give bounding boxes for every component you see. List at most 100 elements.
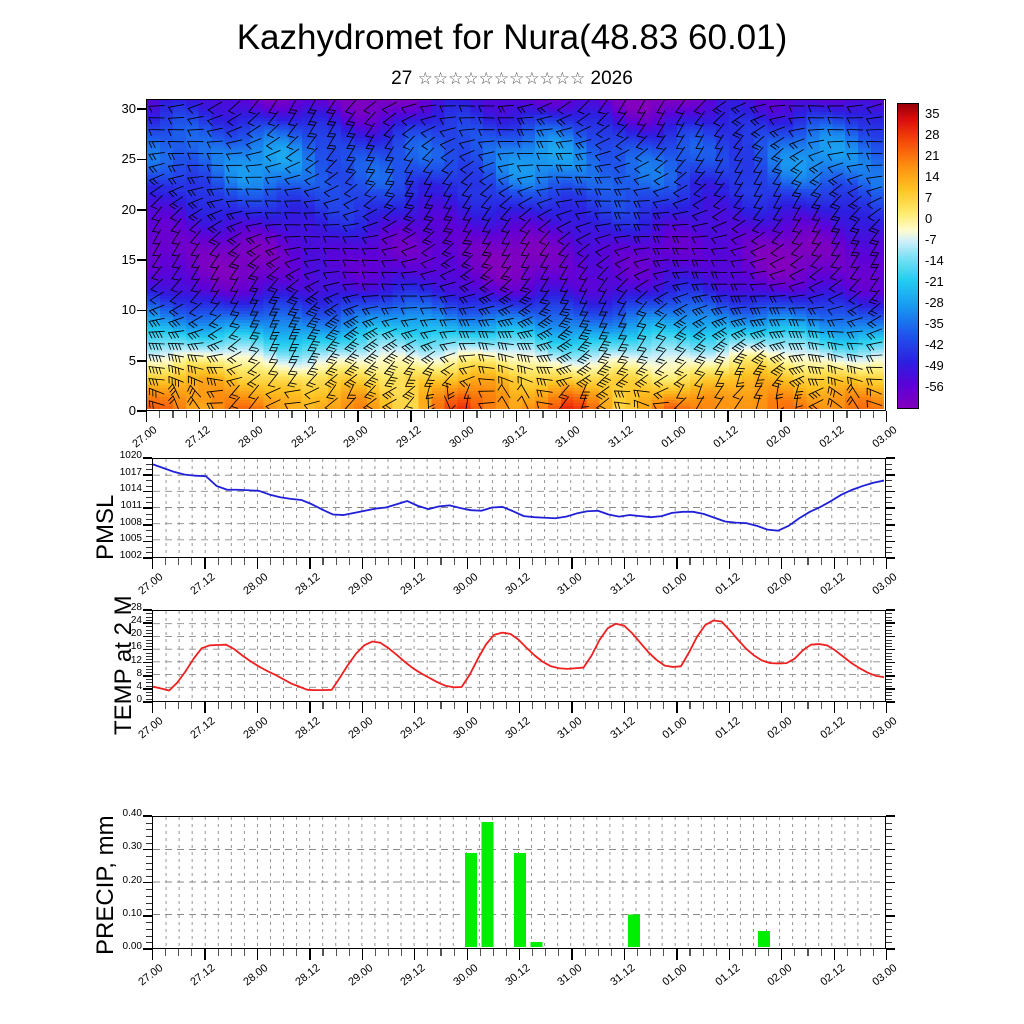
subtitle-month-glyphs: ☆☆☆☆☆☆☆☆☆☆☆	[417, 69, 586, 89]
y-minor-tick	[886, 909, 892, 911]
x-minor-tick	[165, 558, 167, 565]
y-major-tick	[143, 507, 152, 509]
y-major-tick	[143, 609, 152, 611]
x-minor-tick	[859, 558, 861, 565]
y-major-tick	[137, 108, 146, 110]
y-minor-tick	[886, 829, 892, 831]
x-major-tick	[621, 411, 624, 422]
x-major-tick	[516, 411, 518, 422]
x-minor-tick	[754, 702, 757, 709]
x-minor-tick	[476, 411, 478, 418]
y-major-tick	[143, 648, 152, 651]
y-major-tick	[886, 524, 895, 526]
colorbar-tick-label: 28	[925, 127, 940, 142]
x-major-tick	[466, 949, 468, 960]
y-major-tick	[886, 490, 895, 493]
x-minor-tick	[702, 702, 704, 709]
x-tick-label: 28.12	[293, 571, 323, 598]
x-major-tick	[571, 702, 573, 713]
y-minor-tick	[886, 889, 892, 891]
x-minor-tick	[754, 558, 757, 565]
x-minor-tick	[741, 702, 743, 709]
y-minor-tick	[886, 659, 892, 661]
x-minor-tick	[225, 411, 227, 418]
x-minor-tick	[872, 702, 875, 709]
y-major-tick	[886, 688, 895, 690]
x-minor-tick	[296, 702, 298, 709]
y-major-tick	[143, 474, 152, 476]
x-minor-tick	[689, 949, 691, 956]
x-minor-tick	[532, 558, 534, 565]
y-major-tick	[886, 457, 895, 459]
colorbar-tick-label: -14	[925, 253, 944, 268]
x-tick-label: 28.12	[293, 962, 323, 989]
x-minor-tick	[335, 702, 337, 709]
x-minor-tick	[322, 702, 324, 709]
x-major-tick	[781, 558, 783, 569]
y-tick-label: 25	[121, 151, 136, 167]
x-tick-label: 02.12	[817, 962, 847, 989]
subtitle-day: 27	[391, 68, 413, 89]
x-minor-tick	[191, 702, 193, 709]
x-minor-tick	[505, 949, 508, 956]
x-minor-tick	[610, 558, 612, 565]
x-major-tick	[780, 411, 782, 422]
y-tick-label: 1017	[119, 466, 142, 478]
x-major-tick	[256, 702, 259, 713]
x-minor-tick	[453, 949, 455, 956]
y-major-tick	[143, 848, 152, 851]
x-minor-tick	[597, 558, 599, 565]
x-minor-tick	[741, 558, 743, 565]
x-minor-tick	[663, 558, 665, 565]
x-tick-label: 03.00	[870, 962, 900, 989]
x-tick-label: 01.00	[660, 571, 690, 598]
colorbar-tick-label: 7	[925, 190, 933, 205]
x-tick-label: 01.12	[712, 571, 743, 598]
y-major-tick	[143, 490, 152, 493]
y-minor-tick	[886, 685, 892, 687]
x-tick-label: 01.00	[660, 962, 690, 989]
x-major-tick	[463, 411, 465, 422]
x-tick-label: 03.00	[870, 715, 900, 742]
colorbar-tick-label: -56	[925, 379, 944, 394]
y-major-tick	[886, 661, 895, 664]
x-major-tick	[251, 411, 254, 422]
x-minor-tick	[230, 702, 232, 709]
x-major-tick	[781, 949, 783, 960]
x-minor-tick	[296, 949, 298, 956]
x-minor-tick	[634, 411, 637, 418]
x-minor-tick	[558, 949, 560, 956]
x-minor-tick	[479, 949, 481, 956]
x-minor-tick	[401, 702, 403, 709]
y-major-tick	[886, 609, 895, 611]
x-minor-tick	[637, 558, 639, 565]
colorbar-gradient	[898, 104, 918, 408]
y-major-tick	[143, 540, 152, 543]
y-minor-tick	[886, 629, 892, 631]
y-major-tick	[143, 661, 152, 664]
x-major-tick	[728, 558, 731, 569]
x-minor-tick	[440, 949, 442, 956]
x-major-tick	[414, 949, 416, 960]
x-minor-tick	[661, 411, 663, 418]
y-minor-tick	[886, 646, 892, 648]
x-tick-label: 01.00	[660, 715, 690, 742]
x-minor-tick	[238, 411, 240, 418]
y-major-tick	[137, 410, 146, 412]
x-major-tick	[623, 949, 626, 960]
y-minor-tick	[886, 822, 892, 824]
y-minor-tick	[886, 698, 892, 700]
y-major-tick	[886, 815, 895, 817]
y-major-tick	[143, 948, 152, 950]
y-major-tick	[886, 915, 895, 917]
pmsl-panel	[152, 458, 886, 558]
x-minor-tick	[701, 411, 703, 418]
x-minor-tick	[584, 558, 586, 565]
y-minor-tick	[886, 842, 892, 844]
y-minor-tick	[886, 535, 892, 537]
x-minor-tick	[555, 411, 557, 418]
y-minor-tick	[886, 665, 892, 667]
x-minor-tick	[243, 558, 245, 565]
x-major-tick	[833, 702, 835, 713]
x-tick-label: 29.12	[398, 962, 428, 989]
